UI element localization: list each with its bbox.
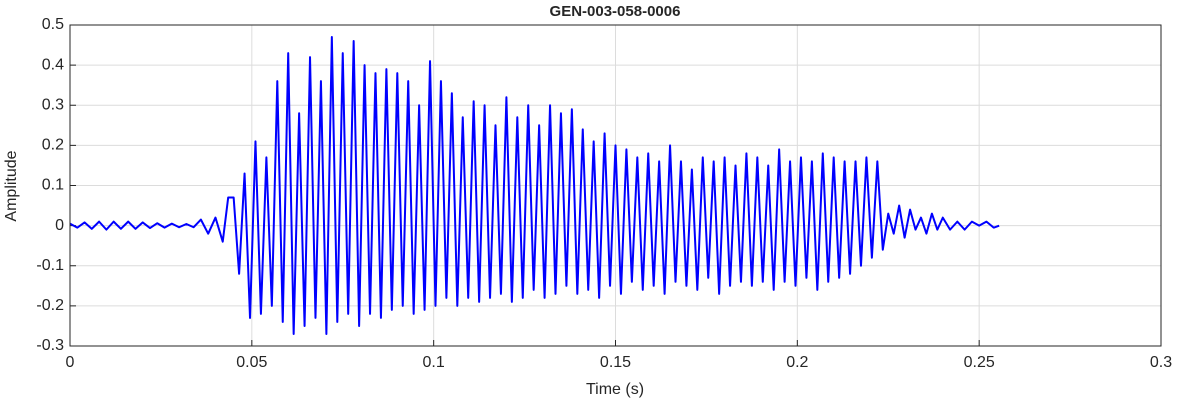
y-axis-label: Amplitude (3, 150, 20, 221)
chart-title: GEN-003-058-0006 (550, 3, 681, 20)
y-tick-label: 0 (55, 217, 64, 234)
x-tick-label: 0.25 (964, 354, 995, 371)
x-axis-label: Time (s) (586, 381, 644, 398)
x-tick-label: 0.05 (236, 354, 267, 371)
y-tick-label: -0.1 (36, 257, 64, 274)
x-tick-label: 0.2 (786, 354, 808, 371)
x-tick-label: 0.15 (600, 354, 631, 371)
x-tick-label: 0 (66, 354, 75, 371)
y-tick-label: 0.1 (42, 177, 64, 194)
waveform-line (69, 36, 1000, 335)
y-tick-label: 0.2 (42, 137, 64, 154)
axes-box (69, 24, 1162, 347)
y-tick-label: 0.3 (42, 96, 64, 113)
x-tick-label: 0.3 (1150, 354, 1172, 371)
y-tick-label: 0.4 (42, 56, 64, 73)
y-tick-label: -0.2 (36, 297, 64, 314)
y-tick-label: -0.3 (36, 337, 64, 354)
y-tick-label: 0.5 (42, 16, 64, 33)
x-tick-label: 0.1 (423, 354, 445, 371)
